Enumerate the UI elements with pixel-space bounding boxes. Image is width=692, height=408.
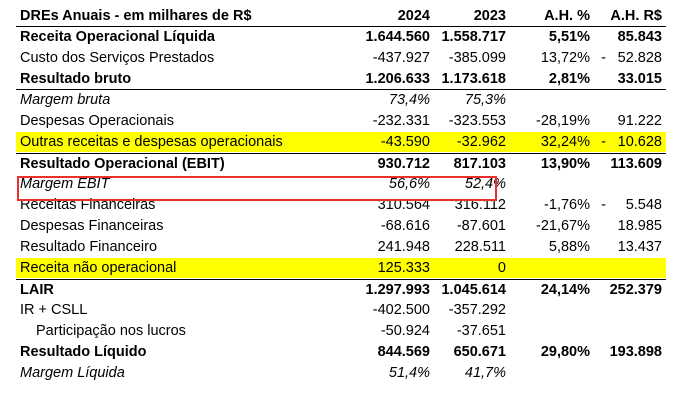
- ah-pct: 29,80%: [540, 344, 590, 360]
- row-label: Outras receitas e despesas operacionais: [20, 134, 283, 150]
- value-2023: -385.099: [448, 50, 506, 66]
- ah-pct: -28,19%: [535, 113, 590, 129]
- row-label: Resultado Operacional (EBIT): [20, 156, 225, 172]
- row-label: Receitas Financeiras: [20, 197, 156, 213]
- value-2024: 56,6%: [388, 176, 430, 192]
- table-row: LAIR 1.297.993 1.045.614 24,14% 252.379: [16, 279, 666, 300]
- row-label: Participação nos lucros: [36, 323, 186, 339]
- col-ah-pct-header: A.H. %: [544, 8, 590, 24]
- col-2023-header: 2023: [473, 8, 506, 24]
- table-row: IR + CSLL -402.500 -357.292: [16, 300, 666, 321]
- ah-rs: 252.379: [609, 282, 662, 298]
- col-ah-rs-header: A.H. R$: [610, 8, 662, 24]
- ah-pct: 13,90%: [540, 156, 590, 172]
- table-row: Despesas Operacionais -232.331 -323.553 …: [16, 111, 666, 132]
- table-row: Margem Líquida 51,4% 41,7%: [16, 363, 666, 384]
- ah-dash: -: [601, 50, 606, 66]
- row-label: Resultado Líquido: [20, 344, 147, 360]
- row-label: Despesas Operacionais: [20, 113, 174, 129]
- row-label: IR + CSLL: [20, 302, 88, 318]
- value-2023: 41,7%: [464, 365, 506, 381]
- value-2024: -402.500: [372, 302, 430, 318]
- table-title: DREs Anuais - em milhares de R$: [20, 8, 252, 24]
- row-label: LAIR: [20, 282, 54, 298]
- ah-pct: 32,24%: [540, 134, 590, 150]
- ah-rs: 91.222: [617, 113, 662, 129]
- ah-rs: 193.898: [609, 344, 662, 360]
- ah-rs: 85.843: [617, 29, 662, 45]
- margem-ebit-highlight-box: [17, 176, 497, 201]
- row-label: Margem bruta: [20, 92, 111, 108]
- table-row: Margem bruta 73,4% 75,3%: [16, 90, 666, 111]
- value-2023: -357.292: [448, 302, 506, 318]
- ah-rs: 5.548: [625, 197, 662, 213]
- row-label: Resultado bruto: [20, 71, 132, 87]
- ah-rs: 13.437: [617, 239, 662, 255]
- value-2024: 1.644.560: [365, 29, 430, 45]
- row-label: Margem Líquida: [20, 365, 125, 381]
- row-label: Custo dos Serviços Prestados: [20, 50, 215, 66]
- value-2023: 1.045.614: [441, 282, 506, 298]
- table-row: Despesas Financeiras -68.616 -87.601 -21…: [16, 216, 666, 237]
- value-2024: 844.569: [377, 344, 430, 360]
- ah-dash: -: [601, 197, 606, 213]
- value-2023: 75,3%: [464, 92, 506, 108]
- value-2023: -87.601: [456, 218, 506, 234]
- row-label: Receita Operacional Líquida: [20, 29, 215, 45]
- value-2024: 73,4%: [388, 92, 430, 108]
- row-label: Margem EBIT: [20, 176, 110, 192]
- ah-dash: -: [601, 134, 606, 150]
- table-row: Resultado bruto 1.206.633 1.173.618 2,81…: [16, 69, 666, 90]
- value-2024: 125.333: [377, 260, 430, 276]
- value-2023: 650.671: [453, 344, 506, 360]
- value-2024: 1.297.993: [365, 282, 430, 298]
- header-row: DREs Anuais - em milhares de R$ 2024 202…: [16, 6, 666, 27]
- table-row-highlighted: Outras receitas e despesas operacionais …: [16, 132, 666, 153]
- value-2024: -68.616: [380, 218, 430, 234]
- value-2023: -37.651: [456, 323, 506, 339]
- value-2023: 228.511: [454, 239, 506, 255]
- ah-rs: 18.985: [617, 218, 662, 234]
- ah-pct: 5,88%: [548, 239, 590, 255]
- table-row: Resultado Líquido 844.569 650.671 29,80%…: [16, 342, 666, 363]
- table-row: Receitas Financeiras 310.564 316.112 -1,…: [16, 195, 666, 216]
- row-label: Resultado Financeiro: [20, 239, 158, 255]
- value-2023: 817.103: [453, 156, 506, 172]
- row-label: Receita não operacional: [20, 260, 177, 276]
- ah-pct: 2,81%: [548, 71, 590, 87]
- value-2023: 1.558.717: [441, 29, 506, 45]
- value-2024: 1.206.633: [365, 71, 430, 87]
- table-row: Custo dos Serviços Prestados -437.927 -3…: [16, 48, 666, 69]
- value-2024: -43.590: [380, 134, 430, 150]
- value-2024: -437.927: [372, 50, 430, 66]
- value-2024: 310.564: [377, 197, 430, 213]
- col-2024-header: 2024: [397, 8, 430, 24]
- row-label: Despesas Financeiras: [20, 218, 164, 234]
- value-2024: 51,4%: [388, 365, 430, 381]
- value-2024: 241.948: [377, 239, 430, 255]
- ah-pct: -1,76%: [544, 197, 590, 213]
- table-row: Resultado Operacional (EBIT) 930.712 817…: [16, 153, 666, 174]
- table-row: Participação nos lucros -50.924 -37.651: [16, 321, 666, 342]
- value-2024: -232.331: [372, 113, 430, 129]
- ah-pct: 5,51%: [548, 29, 590, 45]
- value-2024: -50.924: [380, 323, 430, 339]
- ah-rs: 113.609: [610, 156, 662, 172]
- table-row: Receita Operacional Líquida 1.644.560 1.…: [16, 27, 666, 48]
- value-2023: -32.962: [456, 134, 506, 150]
- value-2024: 930.712: [377, 156, 430, 172]
- table-row: Resultado Financeiro 241.948 228.511 5,8…: [16, 237, 666, 258]
- ah-rs: 52.828: [617, 50, 662, 66]
- value-2023: 0: [497, 260, 506, 276]
- value-2023: 316.112: [454, 197, 506, 213]
- ah-pct: -21,67%: [535, 218, 590, 234]
- value-2023: -323.553: [448, 113, 506, 129]
- ah-pct: 24,14%: [540, 282, 590, 298]
- table-row-highlighted: Receita não operacional 125.333 0: [16, 258, 666, 279]
- ah-pct: 13,72%: [540, 50, 590, 66]
- dre-table: DREs Anuais - em milhares de R$ 2024 202…: [16, 6, 666, 384]
- ah-rs: 33.015: [617, 71, 662, 87]
- value-2023: 1.173.618: [441, 71, 506, 87]
- ah-rs: 10.628: [617, 134, 662, 150]
